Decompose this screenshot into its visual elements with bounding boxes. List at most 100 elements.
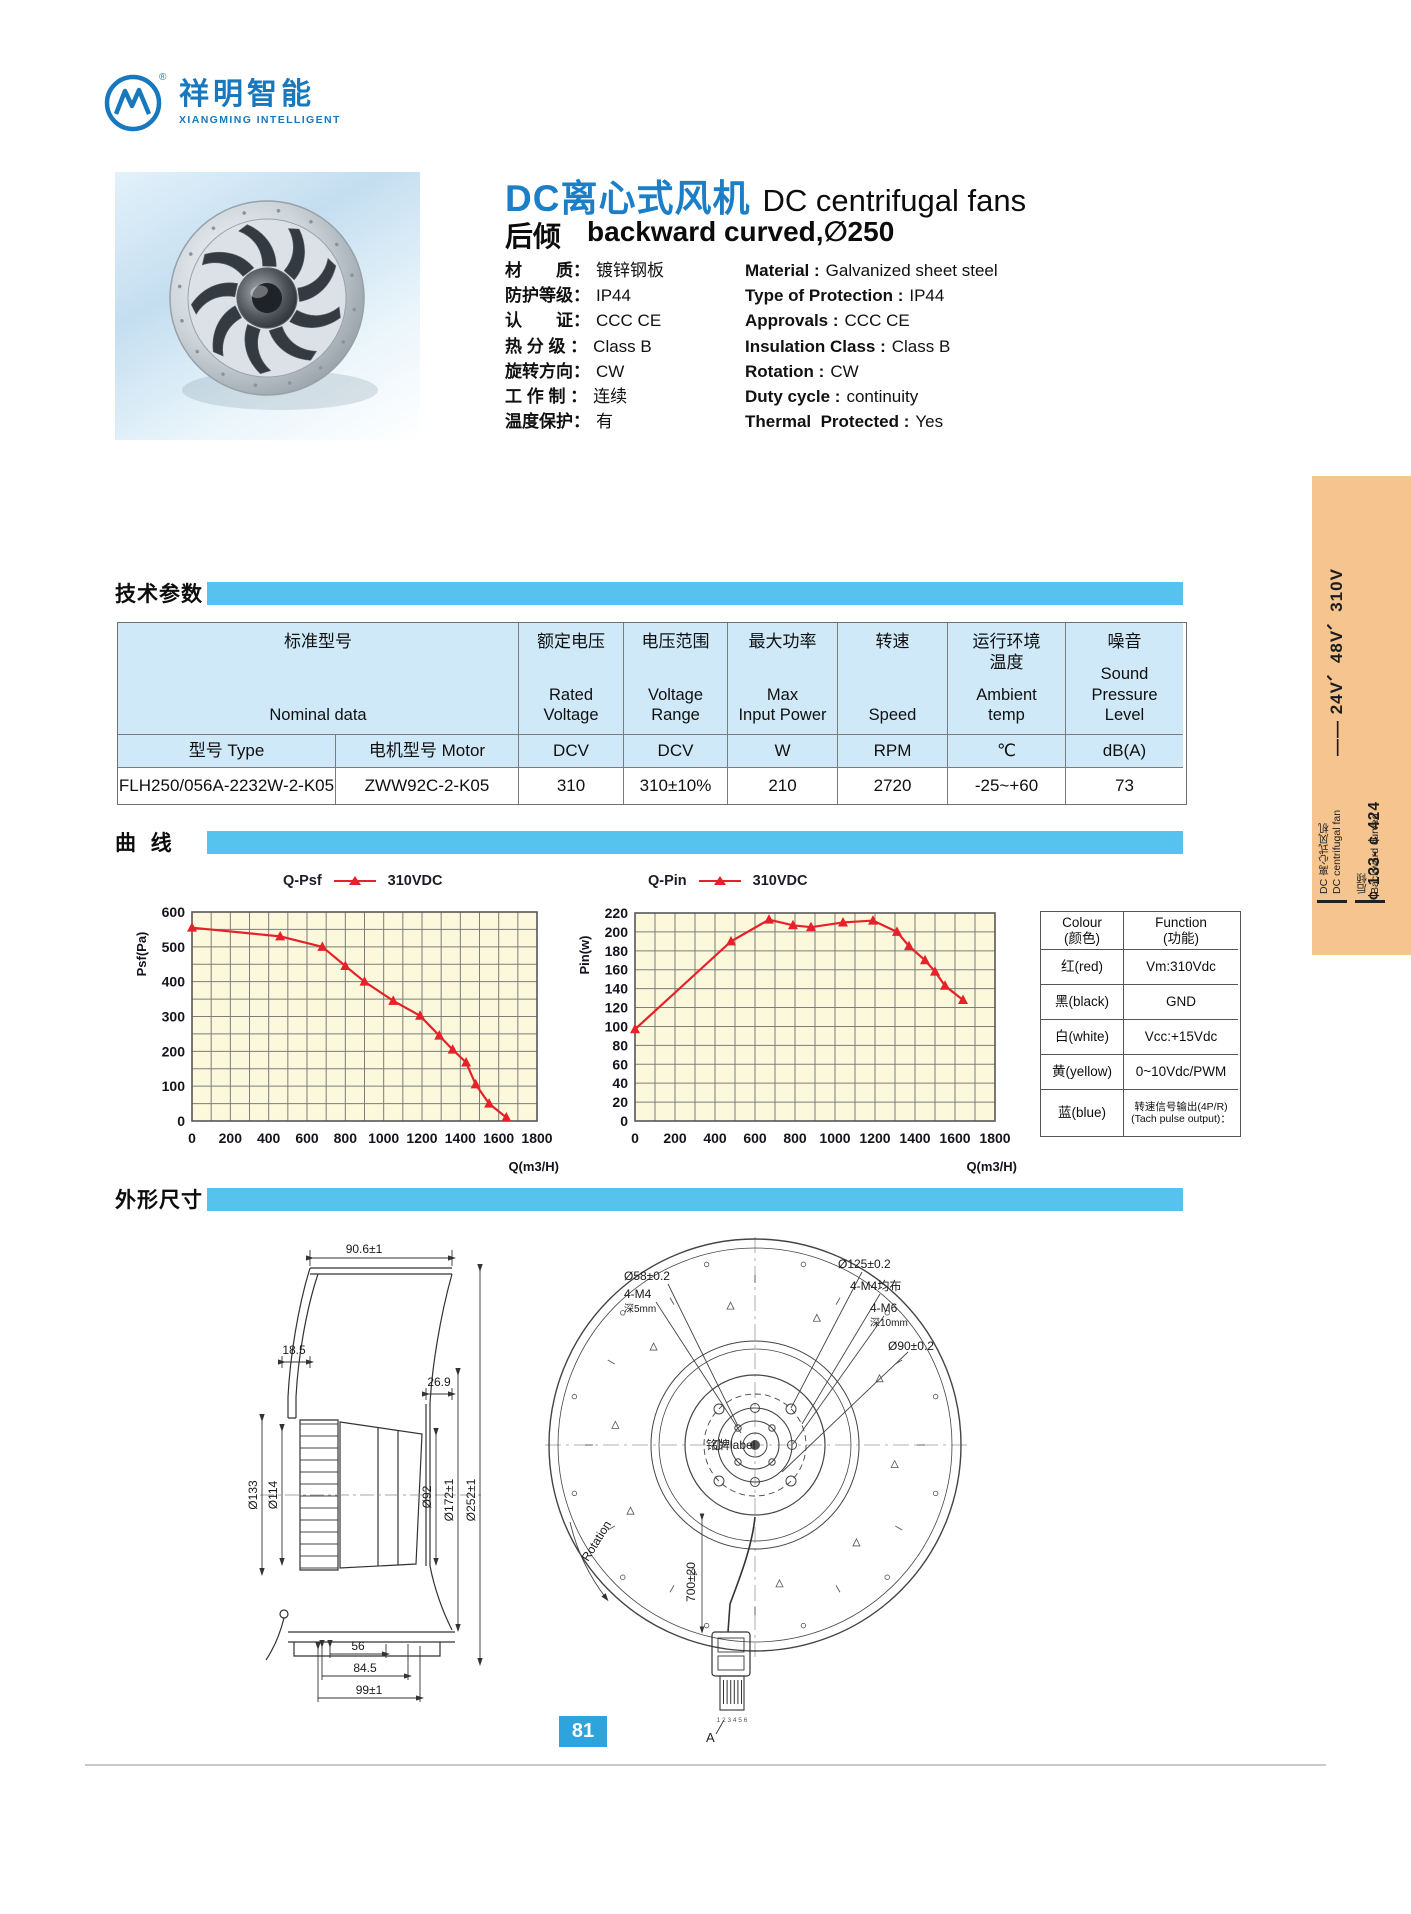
power-curve-chart: 0 200 400 600 800 1000 1200 1400 1600 1800 0 20 40 60… bbox=[577, 905, 1017, 1174]
dim-d114: Ø114 bbox=[266, 1480, 280, 1509]
spec-row: Duty cycle : continuity bbox=[745, 387, 919, 407]
catalog-side-tab: —— 24V、48V、310V ¢ 133- ¢ 424 DC 离心式风机 DC… bbox=[1312, 476, 1411, 955]
subtitle-en: backward curved,∅250 bbox=[587, 216, 895, 247]
dim-d172: Ø172±1 bbox=[442, 1478, 456, 1521]
dim-m4: 4-M4 bbox=[624, 1287, 652, 1301]
table-cell-voltage-range: 310±10% bbox=[624, 768, 728, 804]
dim-d133: Ø133 bbox=[246, 1480, 260, 1510]
section-title: 曲 线 bbox=[115, 832, 173, 855]
dim-26-9: 26.9 bbox=[427, 1375, 451, 1389]
nameplate-label: 铭牌label bbox=[706, 1437, 755, 1452]
wire-colour-table: Colour (颜色) Function (功能) 红(red) Vm:310V… bbox=[1040, 911, 1241, 1137]
spec-list-en: Material : Galvanized sheet steel Type of… bbox=[745, 258, 998, 434]
table-header-rated-voltage: 额定电压 Rated Voltage bbox=[519, 623, 624, 735]
chart1-title: Q-Psf bbox=[283, 873, 322, 889]
footer-divider bbox=[85, 1764, 1326, 1766]
svg-text:200: 200 bbox=[663, 1130, 687, 1146]
chart2-legend: Q-Pin 310VDC bbox=[648, 873, 807, 889]
svg-text:400: 400 bbox=[703, 1130, 727, 1146]
svg-text:1000: 1000 bbox=[819, 1130, 850, 1146]
brand-name-cn: 祥明智能 bbox=[179, 77, 315, 111]
category-en: DC centrifugal fan bbox=[1331, 809, 1343, 894]
spec-row: 工 作 制 ：连续 bbox=[505, 387, 628, 407]
spec-row: 材 质： 镀锌钢板 bbox=[505, 261, 664, 280]
title-cn: DC离心式风机 bbox=[505, 178, 751, 219]
dim-99: 99±1 bbox=[356, 1683, 383, 1697]
spec-row: Rotation : CW bbox=[745, 361, 859, 381]
wire-blue-function: 转速信号输出(4P/R) (Tach pulse output)： bbox=[1131, 1100, 1231, 1125]
dim-wire-length: 700±20 bbox=[684, 1562, 698, 1602]
sidebar-rule bbox=[1317, 900, 1347, 903]
dim-d90: Ø90±0.2 bbox=[888, 1339, 934, 1353]
svg-text:0: 0 bbox=[177, 1113, 185, 1129]
legend-marker-icon bbox=[698, 876, 741, 885]
svg-text:160: 160 bbox=[605, 962, 629, 978]
table-cell-speed: 2720 bbox=[838, 768, 948, 804]
chart1-series-label: 310VDC bbox=[387, 873, 443, 889]
sidebar-voltages: —— 24V、48V、310V bbox=[1327, 568, 1346, 756]
svg-text:1800: 1800 bbox=[521, 1130, 552, 1146]
table-cell-noise: 73 bbox=[1066, 768, 1183, 804]
section-curves: 曲 线 bbox=[115, 830, 1183, 855]
wire-black-function: GND bbox=[1124, 985, 1238, 1020]
title-en: DC centrifugal fans bbox=[762, 183, 1027, 218]
svg-text:20: 20 bbox=[612, 1094, 628, 1110]
table-unit: dB(A) bbox=[1066, 735, 1183, 768]
svg-text:1600: 1600 bbox=[483, 1130, 514, 1146]
dim-56: 56 bbox=[351, 1639, 365, 1653]
table-unit: DCV bbox=[624, 735, 728, 768]
table-cell-rated-voltage: 310 bbox=[519, 768, 624, 804]
dim-m4-depth: 深5mm bbox=[624, 1303, 656, 1315]
svg-text:800: 800 bbox=[334, 1130, 358, 1146]
svg-text:100: 100 bbox=[605, 1018, 629, 1034]
svg-text:200: 200 bbox=[162, 1043, 186, 1059]
wire-white: 白(white) bbox=[1041, 1020, 1124, 1055]
registered-mark: ® bbox=[159, 72, 167, 83]
svg-text:Q(m3/H): Q(m3/H) bbox=[508, 1159, 559, 1174]
table-unit: DCV bbox=[519, 735, 624, 768]
table-cell-ambient: -25~+60 bbox=[948, 768, 1066, 804]
svg-text:1000: 1000 bbox=[368, 1130, 399, 1146]
company-logo: ® 祥明智能 XIANGMING INTELLIGENT bbox=[103, 70, 341, 134]
chart2-series-label: 310VDC bbox=[752, 873, 808, 889]
spec-row: Material : Galvanized sheet steel bbox=[745, 261, 998, 280]
svg-text:Psf(Pa): Psf(Pa) bbox=[134, 932, 149, 977]
wire-white-function: Vcc:+15Vdc bbox=[1124, 1020, 1238, 1055]
front-view-drawing: Ø58±0.2 4-M4 深5mm Ø125±0.2 4-M4均布 4-M6 深… bbox=[545, 1237, 970, 1745]
wire-col-function: Function (功能) bbox=[1124, 912, 1238, 950]
svg-text:1400: 1400 bbox=[899, 1130, 930, 1146]
section-dimensions: 外形尺寸 bbox=[115, 1187, 1183, 1212]
svg-text:60: 60 bbox=[612, 1056, 628, 1072]
section-title: 技术参数 bbox=[115, 583, 203, 606]
svg-text:Pin(w): Pin(w) bbox=[577, 936, 592, 975]
dim-m4-spread: 4-M4均布 bbox=[850, 1279, 901, 1293]
chart2-title: Q-Pin bbox=[648, 873, 687, 889]
connector-label: A bbox=[706, 1730, 715, 1745]
dim-18-5: 18.5 bbox=[282, 1343, 306, 1357]
svg-text:80: 80 bbox=[612, 1037, 628, 1053]
table-subheader-motor: 电机型号 Motor bbox=[336, 735, 519, 768]
svg-text:400: 400 bbox=[162, 974, 186, 990]
wire-yellow: 黄(yellow) bbox=[1041, 1055, 1124, 1090]
sidebar-category-2: 后倾 Backward curved bbox=[1356, 748, 1382, 894]
svg-text:1200: 1200 bbox=[859, 1130, 890, 1146]
table-header-max-power: 最大功率 Max Input Power bbox=[728, 623, 838, 735]
table-header-speed: 转速 Speed bbox=[838, 623, 948, 735]
section-bar bbox=[207, 830, 1183, 854]
sidebar-rule bbox=[1355, 900, 1385, 903]
pressure-curve-chart: 0 200 400 600 800 1000 1200 1400 1600 1800 0 100 200… bbox=[134, 904, 559, 1174]
dim-d252: Ø252±1 bbox=[464, 1478, 478, 1521]
dim-m6: 4-M6 bbox=[870, 1301, 898, 1315]
svg-text:300: 300 bbox=[162, 1009, 186, 1025]
section-tech-params: 技术参数 bbox=[115, 581, 1183, 606]
svg-text:200: 200 bbox=[605, 924, 629, 940]
svg-text:600: 600 bbox=[743, 1130, 767, 1146]
svg-text:500: 500 bbox=[162, 939, 186, 955]
dim-84-5: 84.5 bbox=[353, 1661, 377, 1675]
tech-params-table: 标准型号 Nominal data 额定电压 Rated Voltage 电压范围… bbox=[117, 622, 1187, 805]
sidebar-category-1: DC 离心式风机 DC centrifugal fan bbox=[1318, 748, 1344, 894]
svg-text:220: 220 bbox=[605, 905, 629, 921]
wire-black: 黑(black) bbox=[1041, 985, 1124, 1020]
svg-text:140: 140 bbox=[605, 981, 629, 997]
dim-d92: Ø92 bbox=[420, 1485, 434, 1508]
